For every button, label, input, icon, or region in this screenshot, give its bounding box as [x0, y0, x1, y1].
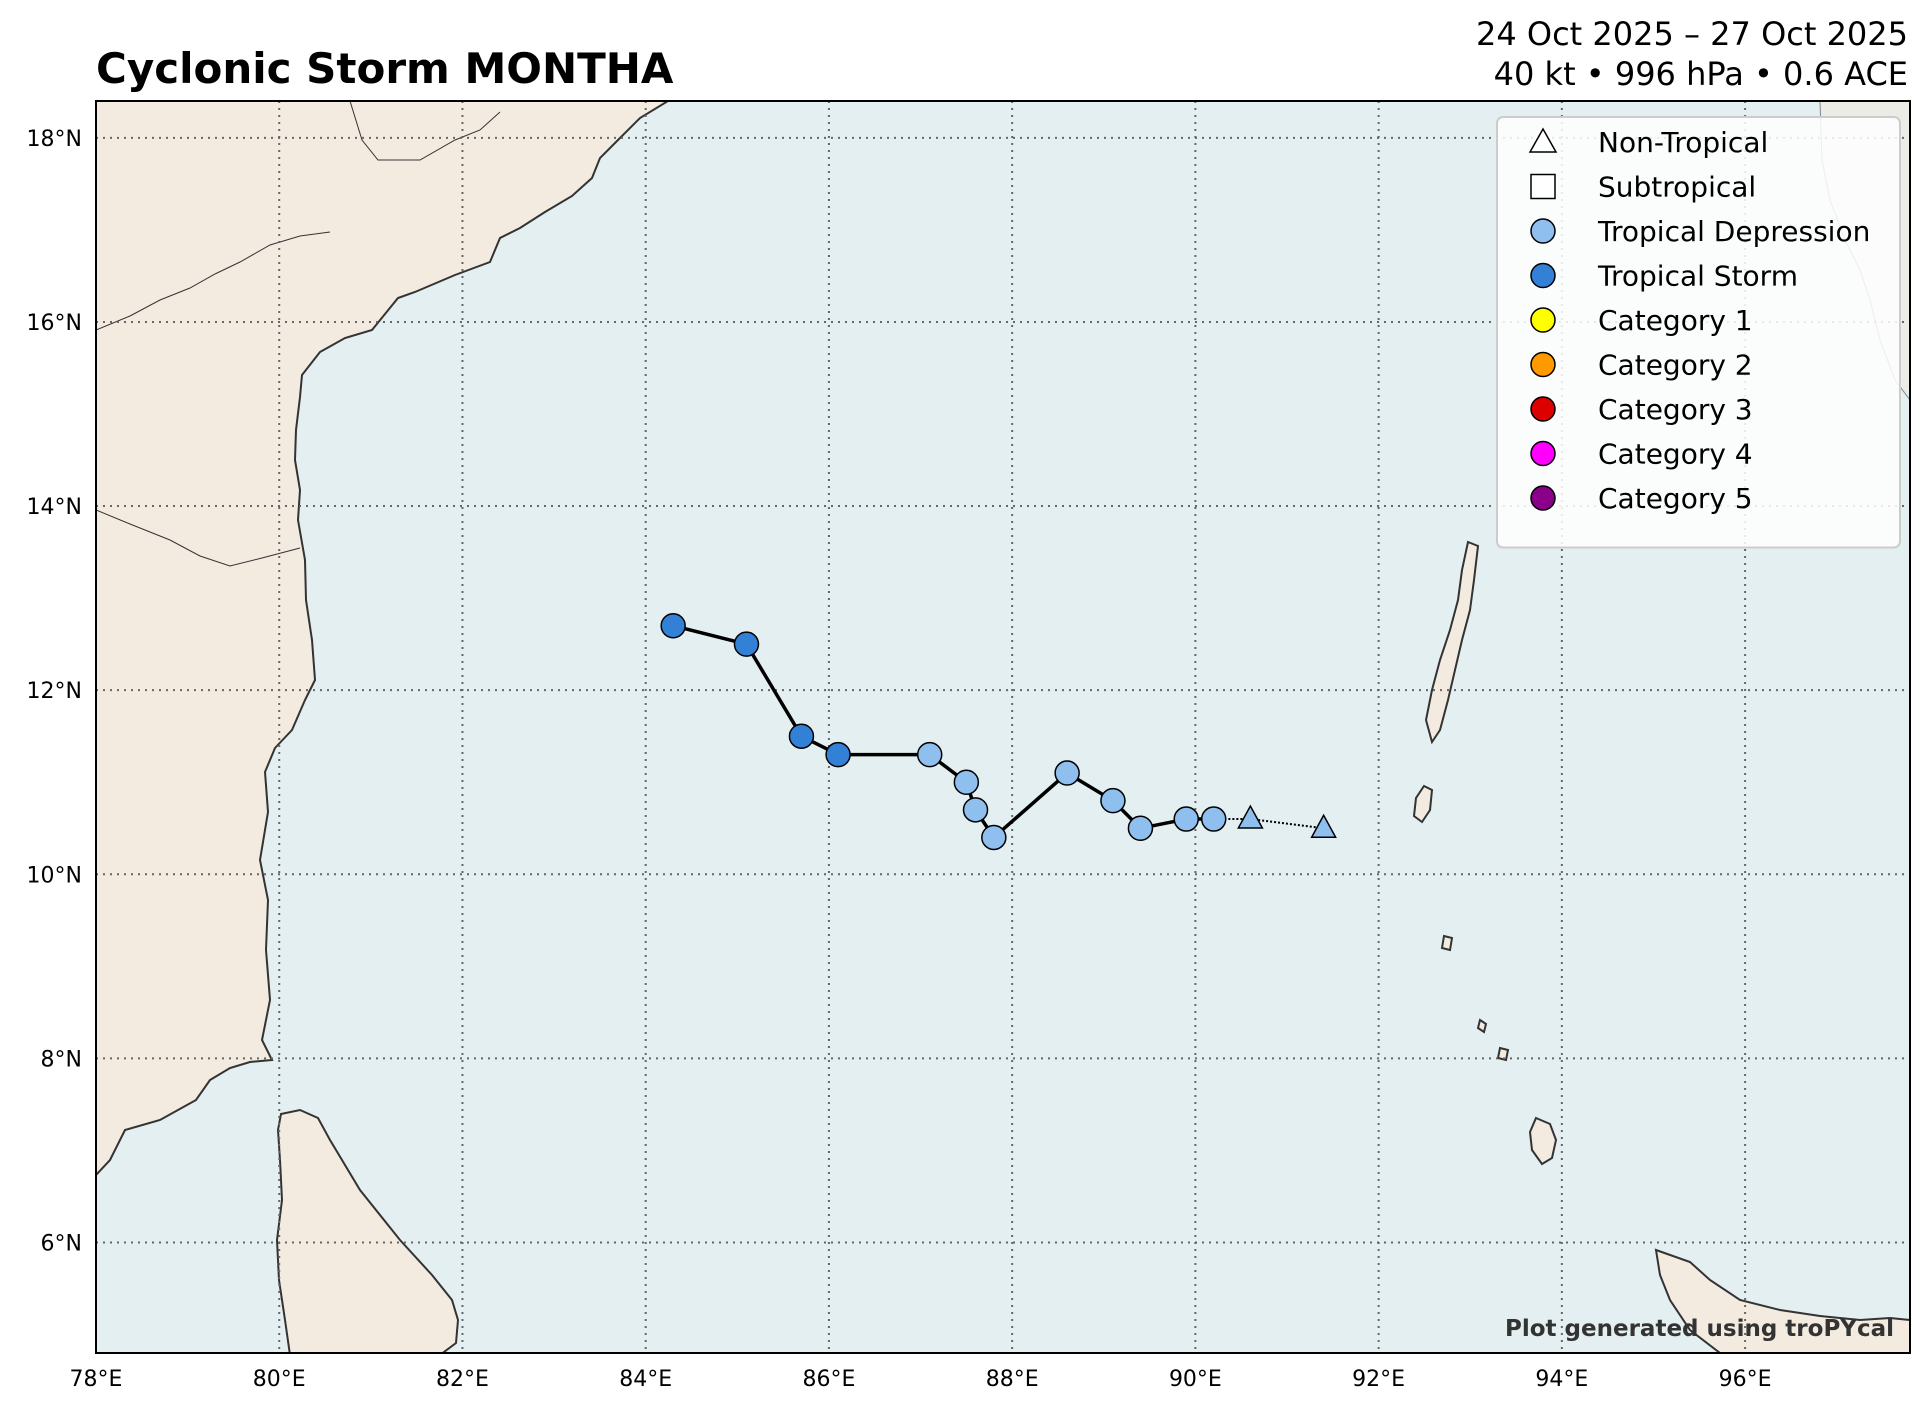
track-point [981, 824, 1007, 851]
legend-marker-triangle [1528, 127, 1558, 153]
track-point [733, 631, 760, 657]
lon-tick-label: 94°E [1535, 1367, 1588, 1392]
lat-tick-label: 12°N [27, 679, 82, 704]
lon-tick-label: 84°E [619, 1367, 672, 1392]
lon-tick-label: 90°E [1169, 1367, 1222, 1392]
nicobar-island-car [1440, 934, 1454, 952]
intensity-summary: 40 kt • 996 hPa • 0.6 ACE [1493, 55, 1908, 93]
lat-tick-label: 8°N [41, 1047, 82, 1072]
lon-tick-label: 96°E [1719, 1367, 1772, 1392]
legend-marker-circle [1530, 485, 1556, 511]
track-point [825, 741, 851, 768]
lon-tick-label: 88°E [986, 1367, 1039, 1392]
lon-tick-label: 78°E [70, 1367, 123, 1392]
legend-label: Category 1 [1598, 304, 1753, 337]
legend-label: Category 5 [1598, 482, 1753, 515]
legend-label: Category 4 [1598, 438, 1753, 471]
track-point [1200, 806, 1227, 832]
legend-label: Tropical Depression [1597, 215, 1870, 248]
legend-marker-circle [1530, 218, 1556, 244]
state-border-1 [96, 231, 331, 331]
track-point [962, 797, 989, 823]
date-range: 24 Oct 2025 – 27 Oct 2025 [1476, 15, 1908, 53]
track-point [1054, 760, 1080, 786]
map-frame [95, 100, 1911, 1354]
nicobar-island-1 [1476, 1018, 1488, 1034]
legend-label: Non-Tropical [1598, 126, 1768, 159]
storm-track [660, 612, 1337, 851]
track-point [660, 612, 686, 639]
sumatra-landmass [1654, 1248, 1910, 1353]
map-title: Cyclonic Storm MONTHA [96, 44, 674, 93]
track-point-non-tropical [1310, 813, 1337, 839]
legend: Non-Tropical Subtropical Tropical Depressi… [1496, 116, 1901, 549]
state-border-3 [349, 101, 501, 161]
nicobar-island-2 [1496, 1046, 1510, 1062]
legend-label: Tropical Storm [1597, 260, 1798, 293]
lat-tick-label: 6°N [41, 1232, 82, 1257]
credit-text: Plot generated using troPYcal [1505, 1316, 1894, 1342]
track-segment [1250, 818, 1324, 830]
lon-tick-label: 92°E [1352, 1367, 1405, 1392]
storm-summary: 24 Oct 2025 – 27 Oct 2025 40 kt • 996 hP… [1476, 14, 1908, 94]
legend-marker-circle [1530, 396, 1556, 422]
track-point [788, 723, 815, 749]
legend-label: Category 2 [1598, 349, 1753, 382]
lat-tick-label: 18°N [27, 127, 82, 152]
little-andaman [1412, 784, 1434, 824]
legend-marker-square [1530, 173, 1556, 200]
andaman-islands [1424, 540, 1480, 745]
lon-tick-label: 82°E [436, 1367, 489, 1392]
legend-label: Subtropical [1598, 171, 1756, 204]
great-nicobar [1528, 1116, 1558, 1166]
track-point [1173, 806, 1199, 832]
lon-tick-label: 86°E [802, 1367, 855, 1392]
legend-box [1496, 116, 1901, 549]
track-point [1100, 787, 1126, 814]
lat-tick-label: 14°N [27, 495, 82, 520]
state-border-2 [96, 509, 301, 567]
lat-tick-label: 10°N [27, 863, 82, 888]
legend-marker-circle [1530, 440, 1556, 467]
legend-marker-circle [1530, 262, 1556, 289]
legend-marker-circle [1530, 351, 1556, 378]
track-point [1127, 815, 1154, 842]
track-point [953, 769, 980, 795]
track-segment [744, 643, 803, 738]
track-segment [992, 771, 1069, 839]
track-point-non-tropical [1237, 804, 1264, 829]
sri-lanka-landmass [275, 1108, 460, 1353]
axis-ticks: 78°E 80°E 82°E 84°E 86°E 88°E 90°E 92°E 94°E 96°E… [27, 127, 1772, 1392]
india-landmass [96, 101, 670, 1177]
legend-label: Category 3 [1598, 393, 1753, 426]
lat-tick-label: 16°N [27, 311, 82, 336]
legend-marker-circle [1530, 307, 1556, 333]
track-point [916, 741, 943, 768]
lon-tick-label: 80°E [253, 1367, 306, 1392]
